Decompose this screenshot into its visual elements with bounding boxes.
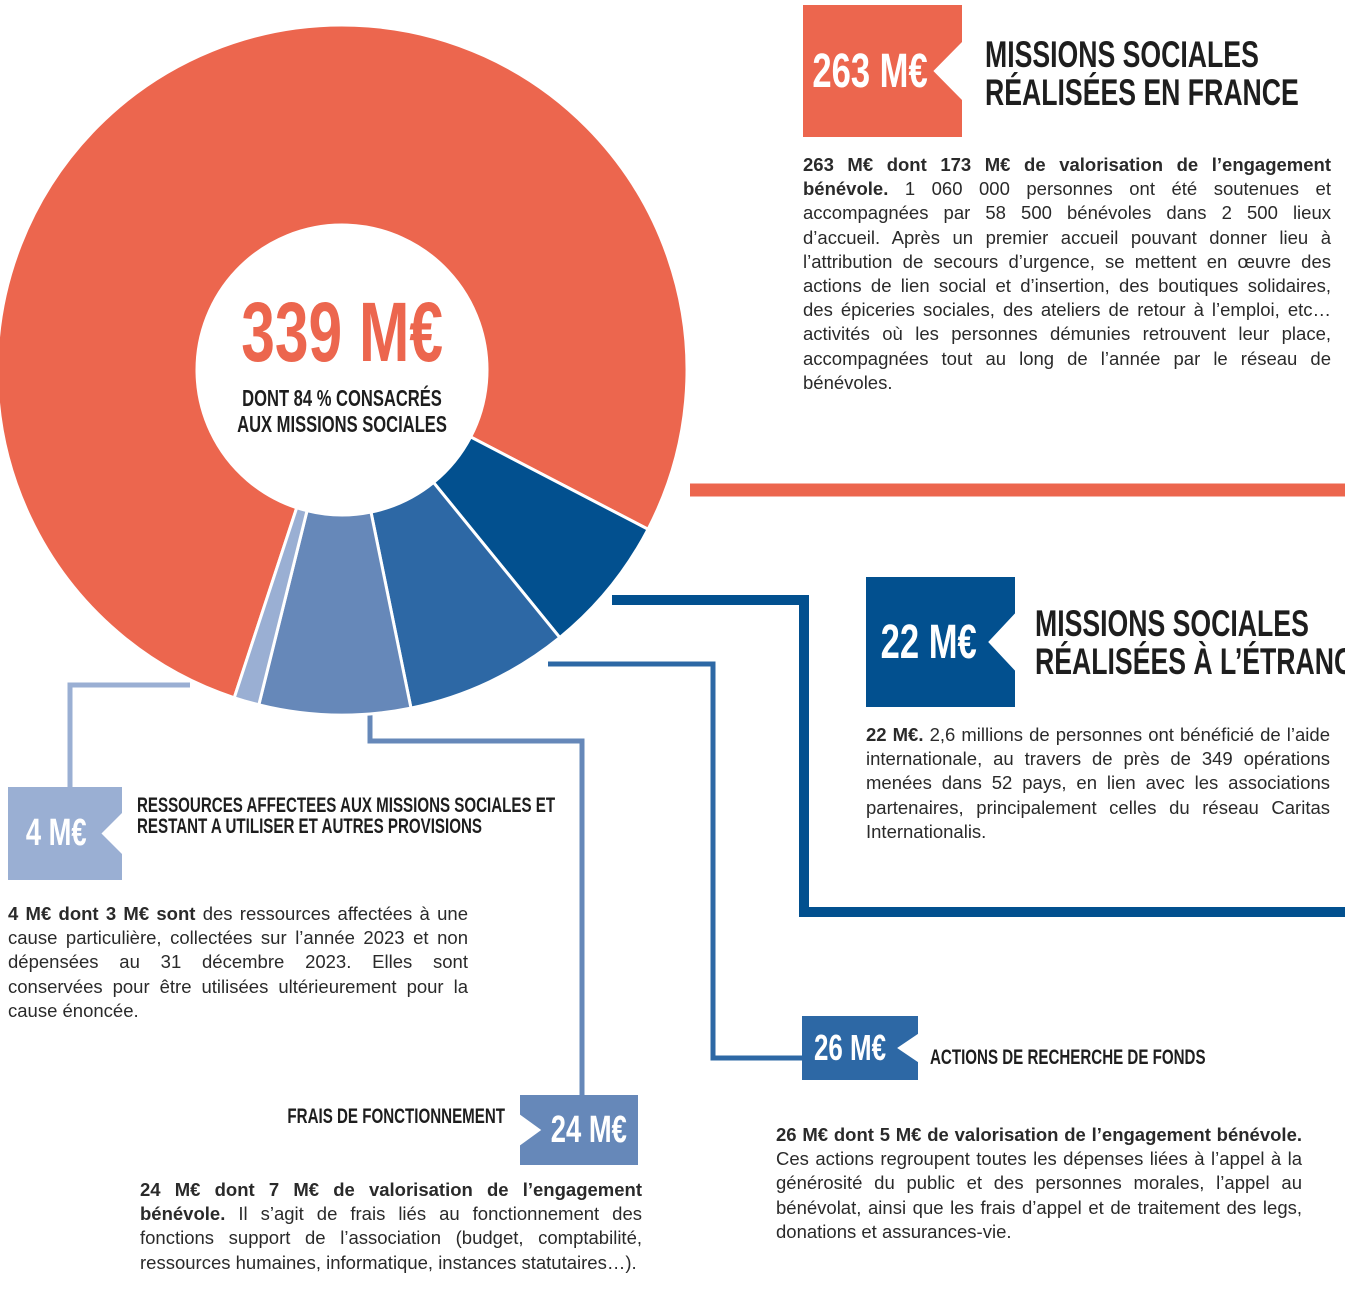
connector (67, 682, 190, 787)
center-title-box: 339 M€ (197, 290, 487, 374)
value-label: 263 M€ (812, 44, 928, 98)
category-title: MISSIONS SOCIALES RÉALISÉES À L’ÉTRANGER (1035, 603, 1345, 682)
description-text: des ressources affectées à une cause par… (8, 903, 468, 1021)
description: 26 M€ dont 5 M€ de valorisation de l’eng… (776, 1123, 1302, 1244)
description-bold: 22 M€. (866, 724, 924, 745)
center-subtitle-box: DONT 84 % CONSACRÉS AUX MISSIONS SOCIALE… (192, 385, 492, 445)
value-label: 24 M€ (550, 1108, 627, 1151)
description-text: Il s’agit de frais liés au fonctionnemen… (140, 1203, 642, 1273)
value-label: 26 M€ (814, 1027, 887, 1068)
description-text: 2,6 millions de personnes ont bénéficié … (866, 724, 1330, 842)
description: 22 M€. 2,6 millions de personnes ont bén… (866, 723, 1330, 844)
center-title: 339 M€ (241, 285, 443, 379)
description-bold: 4 M€ dont 3 M€ sont (8, 903, 196, 924)
description: 24 M€ dont 7 M€ de valorisation de l’eng… (140, 1178, 642, 1275)
description-text: Ces actions regroupent toutes les dépens… (776, 1148, 1302, 1242)
description: 263 M€ dont 173 M€ de valorisation de l’… (803, 153, 1331, 395)
value-label: 4 M€ (25, 812, 87, 854)
connectors (67, 483, 1345, 1097)
description-bold: 24 M€ dont 7 M€ de valorisation de l’eng… (140, 1179, 642, 1225)
donut (0, 23, 689, 717)
description: 4 M€ dont 3 M€ sont des ressources affec… (8, 902, 468, 1023)
center-subtitle: DONT 84 % CONSACRÉS AUX MISSIONS SOCIALE… (237, 385, 447, 437)
description-text: 1 060 000 personnes ont été soutenues et… (803, 178, 1331, 393)
connector (612, 595, 1345, 917)
value-label: 22 M€ (880, 615, 977, 669)
category-title: MISSIONS SOCIALES RÉALISÉES EN FRANCE (985, 34, 1299, 113)
value-badge: 22 M€ (866, 577, 1015, 707)
category-title: RESSOURCES AFFECTEES AUX MISSIONS SOCIAL… (137, 794, 556, 839)
value-badge: 263 M€ (803, 5, 962, 137)
category-title: ACTIONS DE RECHERCHE DE FONDS (930, 1046, 1206, 1069)
category-title: FRAIS DE FONCTIONNEMENT (287, 1105, 505, 1128)
description-bold: 263 M€ dont 173 M€ de valorisation de l’… (803, 154, 1331, 200)
connector (548, 661, 805, 1061)
description-bold: 26 M€ dont 5 M€ de valorisation de l’eng… (776, 1124, 1302, 1145)
donut-hole (197, 225, 487, 515)
connector (367, 712, 585, 1097)
